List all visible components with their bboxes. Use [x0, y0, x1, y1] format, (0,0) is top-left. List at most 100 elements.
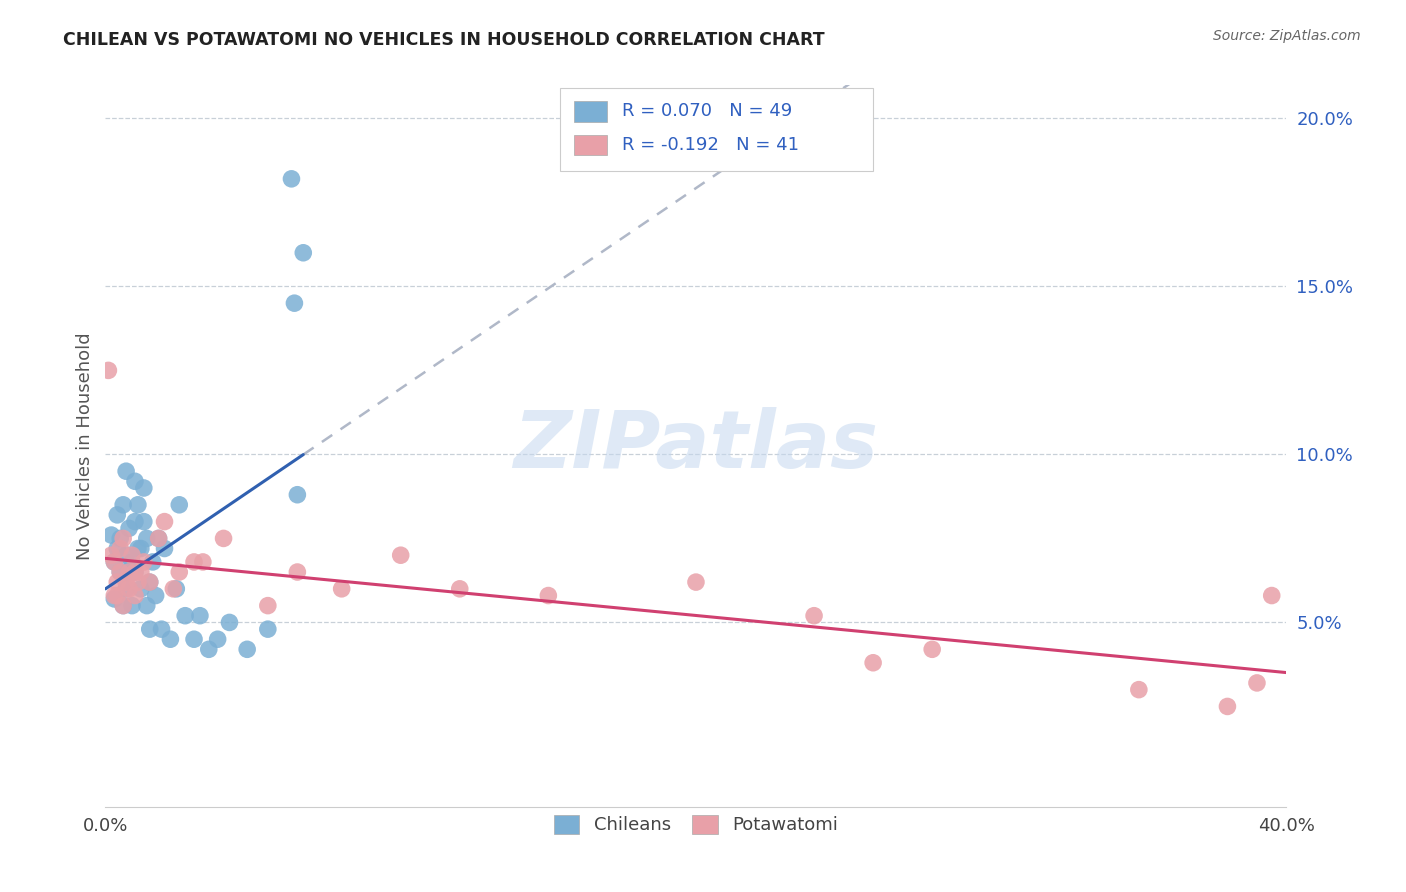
Point: [138, 622, 162, 636]
Point: [145, 589, 167, 603]
Point: [103, 555, 125, 569]
Point: [112, 498, 135, 512]
Point: [257, 599, 280, 613]
Point: [129, 565, 152, 579]
Text: ZIPatlas: ZIPatlas: [513, 407, 879, 485]
Point: [212, 532, 235, 546]
Point: [112, 532, 135, 546]
Point: [121, 555, 143, 569]
Point: [124, 589, 146, 603]
Point: [127, 498, 149, 512]
Point: [389, 548, 412, 562]
Text: CHILEAN VS POTAWATOMI NO VEHICLES IN HOUSEHOLD CORRELATION CHART: CHILEAN VS POTAWATOMI NO VEHICLES IN HOU…: [63, 31, 825, 49]
Point: [121, 599, 143, 613]
Point: [118, 582, 141, 596]
Point: [188, 608, 211, 623]
Point: [287, 488, 309, 502]
Point: [118, 521, 141, 535]
Point: [110, 565, 132, 579]
Bar: [560, 88, 873, 171]
Point: [112, 599, 135, 613]
Point: [103, 591, 125, 606]
Point: [118, 565, 141, 579]
Point: [1216, 699, 1239, 714]
Point: [124, 565, 146, 579]
Point: [115, 582, 138, 596]
Point: [132, 481, 155, 495]
Text: Source: ZipAtlas.com: Source: ZipAtlas.com: [1213, 29, 1361, 43]
Point: [150, 622, 173, 636]
Point: [135, 532, 157, 546]
Point: [174, 608, 197, 623]
Point: [105, 589, 128, 603]
Point: [1261, 589, 1284, 603]
Point: [280, 171, 302, 186]
Point: [162, 582, 184, 596]
Bar: [574, 135, 607, 155]
Point: [105, 541, 128, 556]
Point: [197, 642, 219, 657]
Y-axis label: No Vehicles in Household: No Vehicles in Household: [76, 332, 94, 560]
Point: [127, 541, 149, 556]
Point: [129, 541, 152, 556]
Point: [115, 575, 138, 590]
Point: [449, 582, 471, 596]
Point: [110, 532, 132, 546]
Point: [1246, 676, 1268, 690]
Point: [218, 615, 240, 630]
Point: [236, 642, 259, 657]
Point: [862, 656, 884, 670]
Point: [169, 498, 191, 512]
Point: [135, 599, 157, 613]
Point: [132, 555, 155, 569]
Point: [138, 575, 162, 590]
Point: [165, 582, 187, 596]
Point: [159, 632, 181, 647]
Point: [115, 464, 138, 478]
Point: [103, 589, 125, 603]
Point: [183, 555, 205, 569]
Point: [292, 245, 315, 260]
Point: [148, 532, 170, 546]
Bar: [574, 102, 607, 121]
Point: [287, 565, 309, 579]
Point: [97, 363, 120, 377]
Point: [330, 582, 353, 596]
Point: [283, 296, 305, 310]
Point: [257, 622, 280, 636]
Point: [138, 575, 162, 590]
Point: [169, 565, 191, 579]
Point: [132, 515, 155, 529]
Point: [112, 599, 135, 613]
Point: [207, 632, 229, 647]
Point: [1128, 682, 1150, 697]
Point: [110, 565, 132, 579]
Point: [685, 575, 707, 590]
Point: [115, 548, 138, 562]
Point: [191, 555, 214, 569]
Point: [921, 642, 943, 657]
Point: [105, 508, 128, 522]
Point: [110, 541, 132, 556]
Point: [127, 575, 149, 590]
Point: [124, 515, 146, 529]
Point: [803, 608, 825, 623]
Text: R = -0.192   N = 41: R = -0.192 N = 41: [621, 136, 799, 153]
Point: [129, 582, 152, 596]
Point: [105, 575, 128, 590]
Point: [100, 528, 122, 542]
Point: [121, 548, 143, 562]
Point: [153, 541, 176, 556]
Point: [124, 565, 146, 579]
Point: [100, 548, 122, 562]
Text: R = 0.070   N = 49: R = 0.070 N = 49: [621, 103, 792, 120]
Point: [103, 555, 125, 569]
Point: [183, 632, 205, 647]
Point: [537, 589, 560, 603]
Point: [153, 515, 176, 529]
Point: [142, 555, 165, 569]
Point: [148, 532, 170, 546]
Legend: Chileans, Potawatomi: Chileans, Potawatomi: [547, 808, 845, 841]
Point: [118, 565, 141, 579]
Point: [124, 475, 146, 489]
